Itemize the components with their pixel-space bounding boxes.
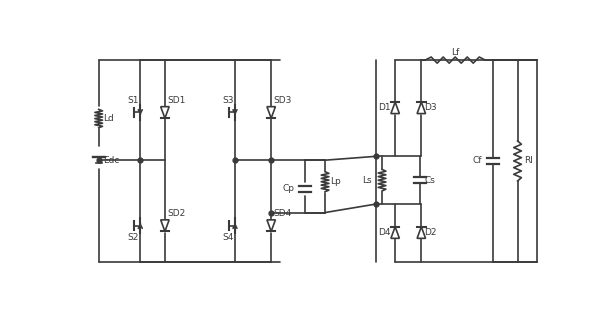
Text: D3: D3 xyxy=(424,103,437,112)
Text: S4: S4 xyxy=(222,233,234,242)
Text: Cf: Cf xyxy=(473,156,482,165)
Text: Rl: Rl xyxy=(524,156,532,165)
Text: SD1: SD1 xyxy=(167,96,186,105)
Text: SD3: SD3 xyxy=(273,96,292,105)
Text: S3: S3 xyxy=(222,96,234,105)
Text: Cp: Cp xyxy=(283,184,294,193)
Text: Cs: Cs xyxy=(424,176,435,185)
Text: SD2: SD2 xyxy=(167,209,186,218)
Text: Ls: Ls xyxy=(362,176,371,185)
Text: D2: D2 xyxy=(424,228,437,237)
Text: D1: D1 xyxy=(378,103,391,112)
Text: Edc: Edc xyxy=(103,156,120,165)
Text: Ld: Ld xyxy=(103,114,114,123)
Text: Lp: Lp xyxy=(330,177,341,186)
Text: SD4: SD4 xyxy=(273,209,292,218)
Text: S1: S1 xyxy=(127,96,139,105)
Text: Lf: Lf xyxy=(451,48,459,57)
Text: D4: D4 xyxy=(378,228,391,237)
Text: S2: S2 xyxy=(128,233,139,242)
